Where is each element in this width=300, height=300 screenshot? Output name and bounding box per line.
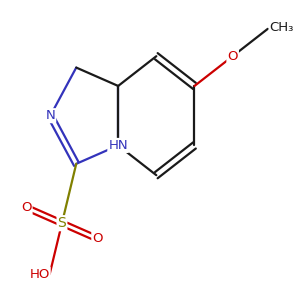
Text: HO: HO <box>29 268 50 281</box>
Text: O: O <box>92 232 103 245</box>
Text: N: N <box>46 109 55 122</box>
Text: CH₃: CH₃ <box>270 21 294 34</box>
Text: HN: HN <box>108 139 128 152</box>
Text: O: O <box>21 201 32 214</box>
Text: S: S <box>58 216 66 230</box>
Text: O: O <box>227 50 238 63</box>
